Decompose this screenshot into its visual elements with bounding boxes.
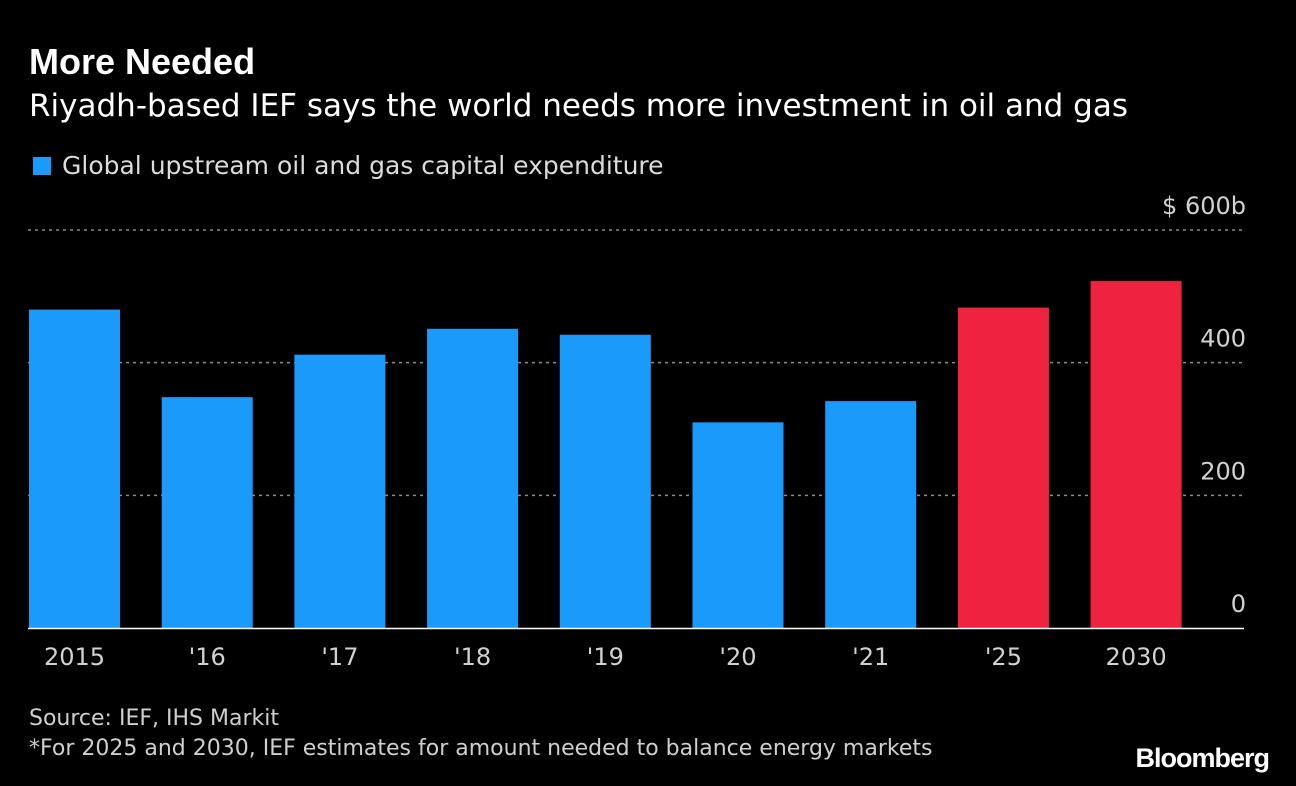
bar-16: [161, 397, 253, 628]
y-tick-label: 200: [1200, 457, 1246, 485]
bar-21: [825, 401, 917, 628]
legend-swatch: [33, 156, 51, 175]
legend-label: Global upstream oil and gas capital expe…: [62, 151, 664, 180]
chart-title: More Needed: [29, 41, 256, 82]
bar-2030: [1090, 281, 1182, 628]
y-tick-label: $ 600b: [1162, 192, 1246, 220]
x-tick-label: 2015: [44, 643, 105, 671]
axes: 0 200 400 $ 600b 2015 '16 '17 '18 '19 '20 '21 '25 20…: [28, 192, 1246, 671]
x-tick-label: 2030: [1106, 643, 1167, 671]
bloomberg-logo: Bloomberg: [1135, 743, 1270, 773]
x-tick-label: '20: [719, 643, 756, 671]
x-tick-label: '21: [852, 643, 889, 671]
chart-subtitle: Riyadh-based IEF says the world needs mo…: [29, 88, 1128, 124]
x-tick-label: '25: [985, 643, 1022, 671]
y-tick-label: 400: [1200, 325, 1246, 353]
bar-20: [692, 422, 784, 628]
x-tick-label: '16: [189, 643, 226, 671]
bar-19: [559, 334, 651, 628]
bar-chart: 0 200 400 $ 600b 2015 '16 '17 '18 '19 '20 '21 '25 20…: [28, 192, 1246, 671]
bar-25: [957, 307, 1049, 628]
bar-17: [294, 354, 386, 628]
x-tick-label: '18: [454, 643, 491, 671]
x-tick-label: '17: [321, 643, 358, 671]
x-tick-label: '19: [587, 643, 624, 671]
bars: [29, 281, 1182, 628]
footnote: *For 2025 and 2030, IEF estimates for am…: [29, 736, 933, 761]
source-note: Source: IEF, IHS Markit: [29, 706, 279, 731]
y-tick-label: 0: [1231, 590, 1246, 618]
bar-18: [427, 328, 519, 628]
legend: Global upstream oil and gas capital expe…: [33, 151, 664, 180]
bar-2015: [29, 309, 120, 628]
